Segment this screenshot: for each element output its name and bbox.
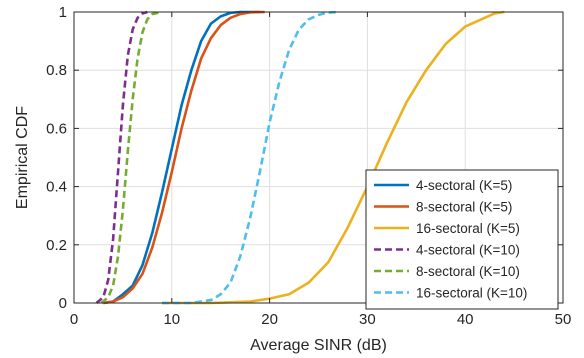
x-tick-label-2: 20 xyxy=(261,311,278,328)
y-tick-label-2: 0.4 xyxy=(46,179,67,196)
x-tick-label-5: 50 xyxy=(555,311,572,328)
legend-label-4-sectoral-k-10: 4-sectoral (K=10) xyxy=(416,243,520,258)
y-tick-label-0: 0 xyxy=(59,295,67,312)
y-tick-label-5: 1 xyxy=(59,4,67,21)
y-tick-labels: 0 0.2 0.4 0.6 0.8 1 xyxy=(46,4,67,312)
series-line-8-sectoral-k-5 xyxy=(103,10,265,305)
x-tick-label-0: 0 xyxy=(70,311,78,328)
legend-box xyxy=(365,169,559,310)
series-line-16-sectoral-k-10 xyxy=(162,10,339,305)
legend-label-4-sectoral-k-5: 4-sectoral (K=5) xyxy=(416,178,512,193)
x-axis-label: Average SINR (dB) xyxy=(250,337,387,354)
x-tick-label-3: 30 xyxy=(359,311,376,328)
x-tick-labels: 0 10 20 30 40 50 xyxy=(70,311,572,328)
legend: 4-sectoral (K=5) 8-sectoral (K=5) 16-secto… xyxy=(365,169,559,310)
series-line-4-sectoral-k-10 xyxy=(95,10,148,304)
series-lines xyxy=(95,10,505,305)
series-line-8-sectoral-k-10 xyxy=(100,10,163,304)
legend-label-16-sectoral-k-10: 16-sectoral (K=10) xyxy=(416,286,527,301)
y-tick-label-3: 0.6 xyxy=(46,120,67,137)
plot-frame xyxy=(73,11,564,304)
x-tick-label-1: 10 xyxy=(163,311,180,328)
legend-label-16-sectoral-k-5: 16-sectoral (K=5) xyxy=(416,221,520,236)
x-tick-label-4: 40 xyxy=(457,311,474,328)
legend-label-8-sectoral-k-5: 8-sectoral (K=5) xyxy=(416,200,512,215)
y-axis-label: Empirical CDF xyxy=(14,106,31,209)
legend-label-8-sectoral-k-10: 8-sectoral (K=10) xyxy=(416,264,520,279)
series-line-4-sectoral-k-5 xyxy=(103,10,260,305)
y-tick-label-1: 0.2 xyxy=(46,237,67,254)
y-tick-label-4: 0.8 xyxy=(46,62,67,79)
